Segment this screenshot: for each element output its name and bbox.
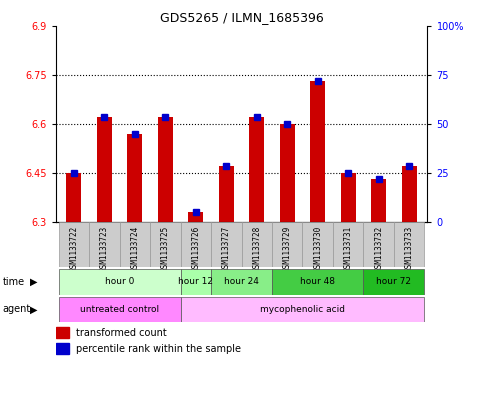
Bar bbox=[211, 269, 272, 295]
Text: GSM1133728: GSM1133728 bbox=[252, 226, 261, 272]
Text: hour 24: hour 24 bbox=[224, 277, 259, 286]
Bar bbox=[58, 269, 181, 295]
Bar bbox=[58, 222, 89, 267]
Text: time: time bbox=[2, 277, 25, 287]
Bar bbox=[242, 222, 272, 267]
Bar bbox=[56, 327, 69, 338]
Text: percentile rank within the sample: percentile rank within the sample bbox=[76, 343, 241, 354]
Bar bbox=[150, 222, 181, 267]
Bar bbox=[272, 269, 363, 295]
Text: GSM1133731: GSM1133731 bbox=[344, 226, 353, 272]
Text: transformed count: transformed count bbox=[76, 328, 167, 338]
Bar bbox=[58, 297, 181, 322]
Bar bbox=[363, 269, 425, 295]
Bar bbox=[181, 222, 211, 267]
Bar bbox=[127, 134, 142, 222]
Bar bbox=[310, 81, 326, 222]
Text: GSM1133733: GSM1133733 bbox=[405, 226, 413, 272]
Text: ▶: ▶ bbox=[30, 277, 38, 287]
Bar bbox=[181, 297, 425, 322]
Text: untreated control: untreated control bbox=[80, 305, 159, 314]
Text: GSM1133725: GSM1133725 bbox=[161, 226, 170, 272]
Bar bbox=[97, 117, 112, 222]
Text: GSM1133724: GSM1133724 bbox=[130, 226, 139, 272]
Text: GSM1133723: GSM1133723 bbox=[100, 226, 109, 272]
Text: hour 0: hour 0 bbox=[105, 277, 134, 286]
Bar bbox=[188, 212, 203, 222]
Text: agent: agent bbox=[2, 305, 30, 314]
Bar bbox=[120, 222, 150, 267]
Text: hour 72: hour 72 bbox=[376, 277, 412, 286]
Text: GSM1133732: GSM1133732 bbox=[374, 226, 383, 272]
Bar bbox=[211, 222, 242, 267]
Text: GSM1133729: GSM1133729 bbox=[283, 226, 292, 272]
Bar bbox=[89, 222, 120, 267]
Bar bbox=[157, 117, 173, 222]
Bar bbox=[66, 173, 82, 222]
Bar bbox=[371, 180, 386, 222]
Bar bbox=[181, 269, 211, 295]
Bar bbox=[272, 222, 302, 267]
Bar bbox=[302, 222, 333, 267]
Text: GSM1133730: GSM1133730 bbox=[313, 226, 322, 272]
Bar bbox=[401, 166, 417, 222]
Text: ▶: ▶ bbox=[30, 305, 38, 314]
Bar bbox=[280, 124, 295, 222]
Text: hour 12: hour 12 bbox=[178, 277, 213, 286]
Text: hour 48: hour 48 bbox=[300, 277, 335, 286]
Bar bbox=[219, 166, 234, 222]
Bar bbox=[363, 222, 394, 267]
Bar bbox=[341, 173, 356, 222]
Text: GSM1133726: GSM1133726 bbox=[191, 226, 200, 272]
Bar bbox=[249, 117, 264, 222]
Title: GDS5265 / ILMN_1685396: GDS5265 / ILMN_1685396 bbox=[159, 11, 324, 24]
Text: mycophenolic acid: mycophenolic acid bbox=[260, 305, 345, 314]
Bar bbox=[56, 343, 69, 354]
Text: GSM1133722: GSM1133722 bbox=[70, 226, 78, 272]
Text: GSM1133727: GSM1133727 bbox=[222, 226, 231, 272]
Bar bbox=[394, 222, 425, 267]
Bar bbox=[333, 222, 363, 267]
